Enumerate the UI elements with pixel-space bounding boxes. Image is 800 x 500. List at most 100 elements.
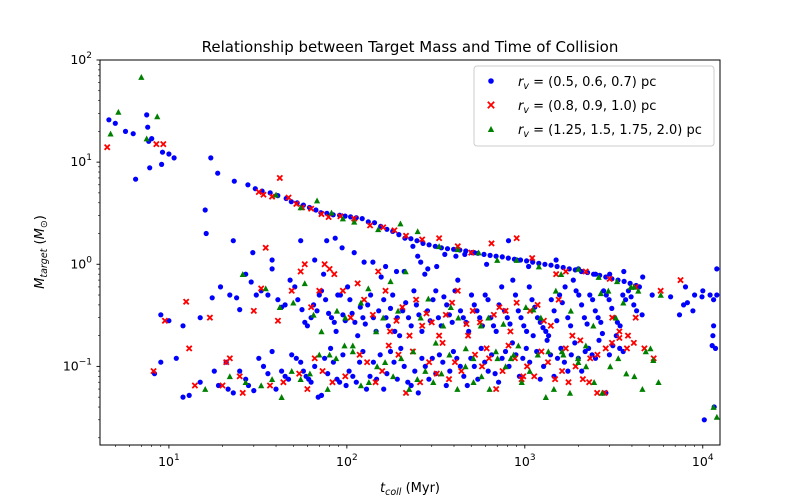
data-point-series-1: [333, 328, 339, 334]
data-point-series-1: [360, 315, 366, 321]
data-point-series-1: [408, 382, 414, 389]
data-point-series-1: [579, 368, 585, 374]
data-point-series-1: [248, 279, 254, 285]
data-point-series-1: [621, 268, 627, 275]
data-point-series-1: [507, 321, 513, 327]
data-point-series-3: [297, 204, 304, 211]
data-point-series-1: [368, 292, 374, 298]
data-point-series-1: [484, 261, 490, 267]
data-point-series-1: [378, 274, 384, 280]
data-point-series-2: [562, 345, 570, 352]
data-point-series-3: [590, 322, 597, 329]
data-point-series-1: [337, 292, 343, 298]
data-point-series-1: [433, 288, 439, 294]
data-point-series-2: [630, 339, 638, 347]
data-point-series-1: [250, 250, 256, 256]
data-point-series-2: [423, 310, 430, 317]
data-point-series-2: [276, 174, 284, 182]
data-point-series-2: [402, 232, 410, 240]
data-point-series-1: [681, 302, 687, 308]
data-point-series-2: [551, 375, 559, 383]
data-point-series-2: [624, 332, 632, 339]
data-point-series-1: [570, 277, 576, 283]
data-point-series-3: [537, 314, 544, 321]
data-point-series-2: [293, 200, 300, 208]
data-point-series-1: [649, 292, 655, 298]
data-point-series-3: [558, 271, 565, 277]
data-point-series-2: [657, 287, 664, 295]
data-point-series-2: [311, 355, 318, 362]
data-point-series-2: [513, 234, 520, 242]
data-point-series-2: [395, 351, 402, 359]
data-point-series-2: [318, 210, 325, 218]
data-point-series-3: [607, 363, 614, 370]
data-point-series-2: [363, 358, 371, 366]
data-point-series-1: [676, 312, 683, 318]
data-point-series-1: [133, 176, 139, 182]
data-point-series-1: [462, 251, 468, 257]
data-point-series-2: [425, 358, 433, 366]
data-point-series-3: [268, 376, 276, 382]
data-point-series-1: [537, 376, 543, 382]
data-point-series-1: [589, 352, 595, 358]
data-point-series-3: [582, 342, 589, 349]
data-point-series-1: [403, 300, 409, 306]
data-point-series-1: [639, 312, 645, 318]
data-point-series-2: [616, 328, 623, 335]
data-point-series-3: [328, 209, 335, 216]
data-point-series-1: [381, 297, 387, 303]
data-point-series-1: [384, 226, 390, 232]
data-point-series-3: [574, 355, 582, 362]
data-point-series-3: [422, 367, 429, 374]
data-point-series-3: [374, 363, 381, 370]
data-point-series-1: [171, 155, 177, 161]
data-point-series-1: [515, 308, 521, 314]
data-point-series-1: [584, 321, 590, 327]
data-point-series-2: [285, 194, 292, 201]
data-point-series-3: [242, 379, 249, 386]
data-point-series-2: [360, 296, 368, 303]
data-point-series-3: [239, 271, 246, 277]
data-point-series-2: [418, 236, 426, 243]
data-point-series-3: [612, 314, 619, 321]
data-point-series-1: [324, 210, 330, 216]
data-point-series-3: [278, 394, 285, 400]
data-point-series-1: [603, 274, 609, 280]
data-point-series-1: [444, 302, 450, 308]
data-point-series-1: [401, 363, 407, 369]
data-point-series-2: [488, 240, 495, 247]
data-point-series-1: [361, 259, 367, 265]
data-point-series-2: [547, 322, 555, 329]
data-point-series-2: [513, 299, 520, 306]
data-point-series-1: [282, 373, 288, 379]
data-point-series-1: [269, 348, 275, 355]
data-point-series-3: [623, 370, 630, 377]
data-point-series-1: [363, 386, 370, 392]
data-point-series-1: [565, 315, 571, 321]
data-point-series-1: [561, 359, 568, 365]
data-point-series-1: [614, 319, 621, 325]
data-point-series-2: [502, 307, 509, 315]
data-point-series-3: [414, 228, 421, 235]
data-point-series-1: [419, 355, 425, 361]
data-point-series-1: [592, 308, 598, 314]
data-point-series-1: [180, 323, 186, 329]
data-point-series-1: [324, 238, 330, 244]
data-point-series-3: [341, 342, 348, 349]
data-point-series-1: [443, 382, 449, 389]
data-point-series-2: [632, 314, 639, 321]
data-point-series-3: [526, 367, 533, 374]
data-point-series-1: [322, 355, 328, 361]
data-point-series-2: [329, 378, 336, 386]
data-point-series-2: [350, 215, 358, 222]
data-point-series-1: [390, 292, 396, 298]
data-point-series-2: [518, 375, 525, 383]
data-point-series-3: [226, 373, 233, 380]
data-point-series-1: [557, 292, 563, 298]
data-point-series-2: [297, 268, 304, 275]
data-point-series-3: [500, 320, 507, 327]
data-point-series-3: [455, 314, 462, 321]
data-point-series-1: [499, 284, 505, 290]
data-point-series-1: [471, 363, 477, 369]
data-point-series-2: [485, 355, 493, 362]
